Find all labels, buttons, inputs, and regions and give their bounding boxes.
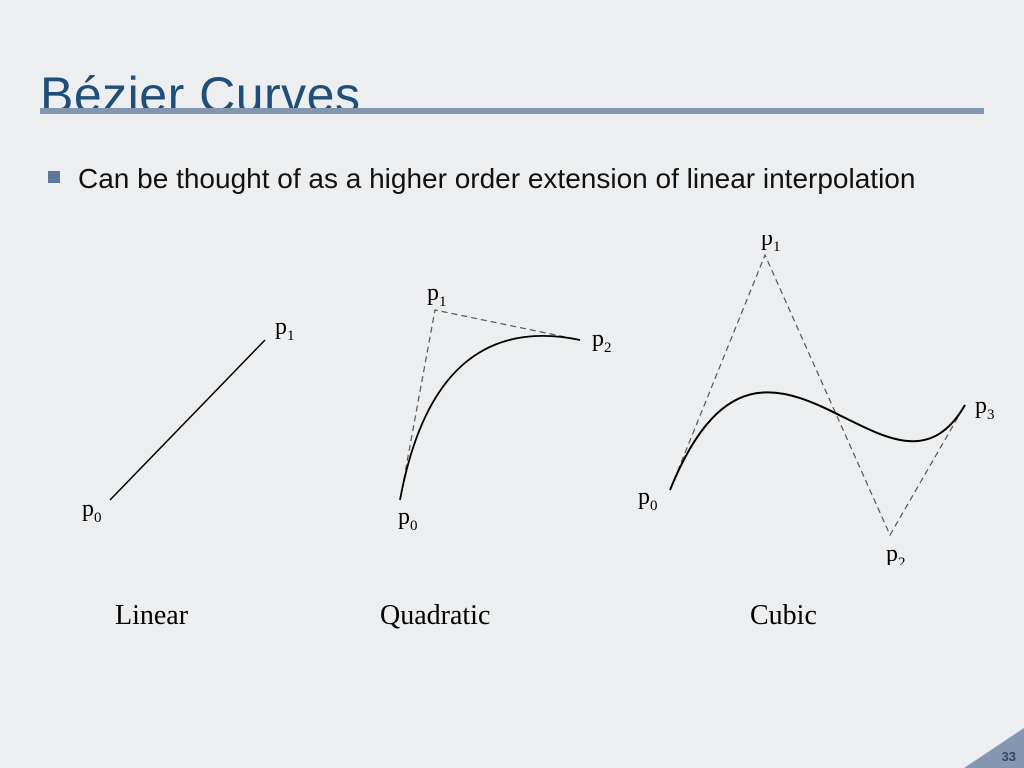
title-rule bbox=[40, 108, 984, 114]
linear-curve bbox=[110, 340, 265, 500]
diagram-linear: p0 p1 bbox=[70, 310, 300, 540]
bullet-item: Can be thought of as a higher order exte… bbox=[48, 160, 978, 198]
page-number-corner: 33 bbox=[964, 728, 1024, 768]
label-p1: p1 bbox=[275, 314, 295, 344]
bullet-icon bbox=[48, 171, 60, 183]
slide-title: Bézier Curves bbox=[40, 66, 361, 124]
caption-linear: Linear bbox=[115, 600, 188, 632]
bullet-text: Can be thought of as a higher order exte… bbox=[78, 160, 915, 198]
label-p0: p0 bbox=[398, 504, 418, 534]
caption-quadratic: Quadratic bbox=[380, 600, 490, 632]
quadratic-curve bbox=[400, 336, 580, 500]
label-p2: p2 bbox=[886, 541, 906, 565]
page-number: 33 bbox=[1002, 749, 1016, 764]
label-p3: p3 bbox=[975, 393, 995, 423]
quadratic-control-polygon bbox=[400, 310, 580, 500]
caption-cubic: Cubic bbox=[750, 600, 817, 632]
label-p0: p0 bbox=[82, 496, 102, 526]
cubic-control-polygon bbox=[670, 255, 965, 535]
slide: Bézier Curves Can be thought of as a hig… bbox=[0, 0, 1024, 768]
label-p2: p2 bbox=[592, 326, 612, 356]
label-p1: p1 bbox=[427, 280, 447, 310]
label-p1: p1 bbox=[761, 235, 781, 255]
label-p0: p0 bbox=[638, 484, 658, 514]
cubic-curve bbox=[670, 392, 965, 490]
diagram-quadratic: p0 p1 p2 bbox=[350, 280, 620, 540]
diagram-cubic: p0 p1 p2 p3 bbox=[630, 235, 1000, 565]
